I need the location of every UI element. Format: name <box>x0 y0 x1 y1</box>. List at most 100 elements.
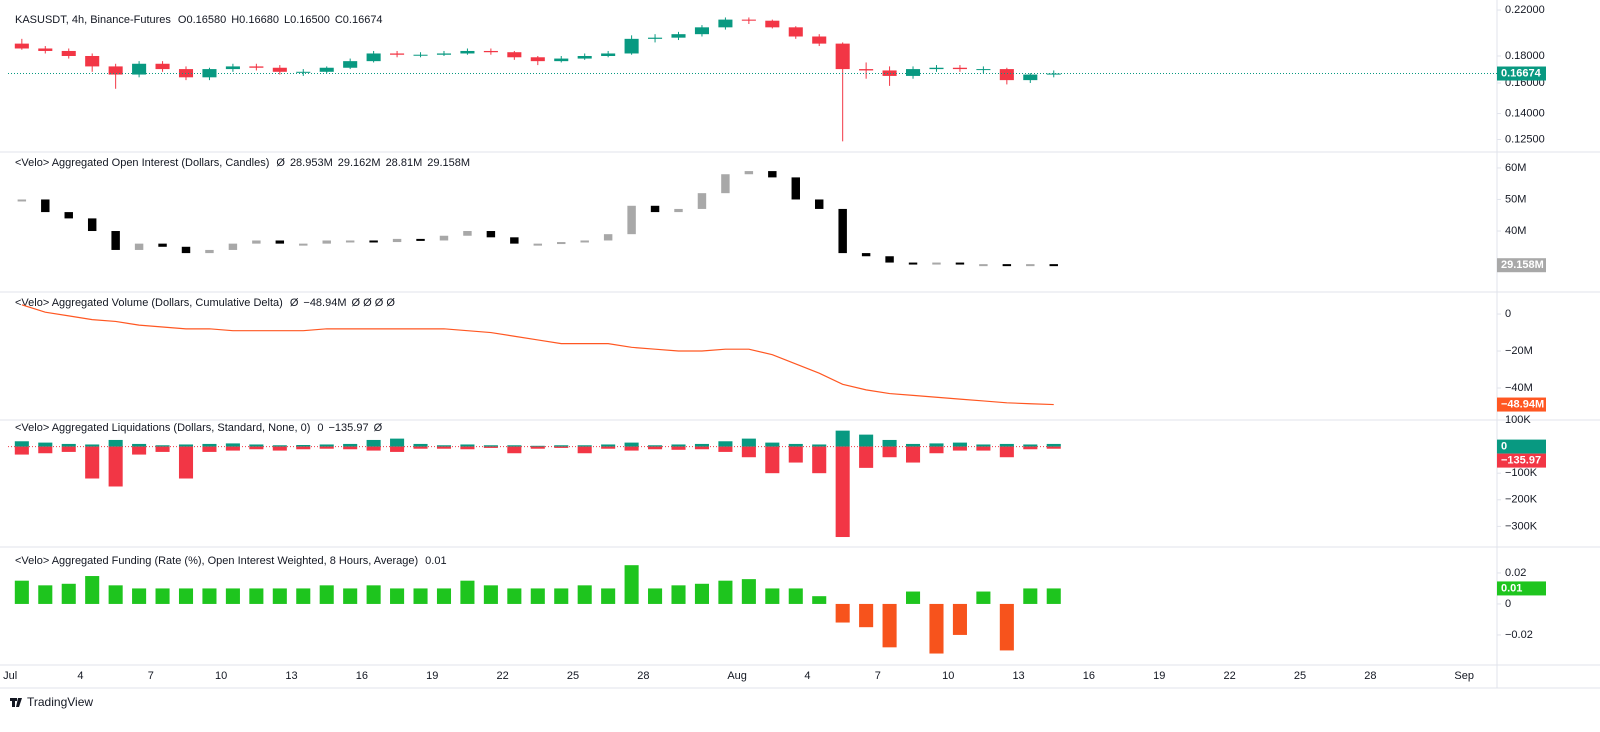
candle-body <box>390 53 405 55</box>
y-tick-label: 50M <box>1505 193 1526 205</box>
bar <box>952 446 967 451</box>
x-tick-label: 10 <box>215 670 227 682</box>
bar <box>202 443 217 447</box>
candle-body <box>788 27 803 37</box>
bar <box>436 445 452 447</box>
bar <box>460 580 475 604</box>
legend-value: 28.81M <box>386 157 423 169</box>
y-tick-label: −40M <box>1505 382 1533 394</box>
pane: <Velo> Aggregated Volume (Dollars, Cumul… <box>15 297 1546 412</box>
bar <box>413 446 428 449</box>
bar <box>14 446 29 455</box>
candle-body <box>413 54 428 56</box>
oi-candle <box>416 238 425 241</box>
candle-body <box>765 20 780 28</box>
oi-candle <box>41 199 50 213</box>
candle-body <box>61 50 76 56</box>
bar <box>530 445 545 447</box>
bar <box>765 588 780 604</box>
legend-value: Ø <box>276 157 285 169</box>
candle-body <box>976 69 991 71</box>
candle-body <box>132 63 147 75</box>
oi-candle <box>908 262 918 265</box>
bar <box>108 585 123 604</box>
oi-candle <box>885 256 894 263</box>
pane: KASUSDT, 4h, Binance-Futures O0.16580 H0.1… <box>8 4 1546 145</box>
oi-candle <box>322 240 331 244</box>
oi-candle <box>275 240 285 244</box>
bar <box>765 442 780 447</box>
oi-candle <box>979 264 988 267</box>
candle-body <box>436 53 452 55</box>
bar <box>202 588 217 604</box>
candle-body <box>178 69 194 78</box>
candle-body <box>835 43 850 70</box>
oi-candle <box>861 253 871 257</box>
bar <box>1046 446 1061 449</box>
pane-title: <Velo> Aggregated Volume (Dollars, Cumul… <box>15 297 283 309</box>
oi-candle <box>674 208 683 213</box>
bar <box>694 443 709 447</box>
oi-candle <box>463 231 472 236</box>
pane: <Velo> Aggregated Open Interest (Dollars… <box>15 157 1546 273</box>
bar <box>61 446 76 452</box>
bar <box>390 588 405 604</box>
oi-candle <box>932 262 941 265</box>
last-value-box <box>1497 581 1546 596</box>
x-tick-label: 28 <box>637 670 649 682</box>
candle-body <box>366 53 381 62</box>
candle-body <box>741 19 756 21</box>
bar <box>741 438 756 447</box>
y-tick-label: 0.02 <box>1505 567 1526 579</box>
bar <box>976 446 991 451</box>
candle-body <box>671 34 686 38</box>
bar <box>741 579 756 604</box>
bar <box>624 442 639 447</box>
bar <box>483 446 498 448</box>
bar <box>905 591 921 604</box>
y-tick-label: 0.12500 <box>1505 133 1545 145</box>
legend-value: C0.16674 <box>335 14 383 26</box>
bar <box>905 446 921 463</box>
oi-candle <box>439 235 449 241</box>
bar <box>718 580 733 604</box>
oi-candle <box>1049 264 1058 267</box>
bar <box>38 446 53 454</box>
bar <box>343 443 358 447</box>
bar <box>530 446 545 449</box>
bar <box>788 446 803 463</box>
x-tick-label: 28 <box>1364 670 1376 682</box>
candle-body <box>38 48 53 51</box>
bar <box>366 585 381 604</box>
candle-body <box>1046 73 1061 75</box>
bar <box>225 446 240 451</box>
y-tick-label: −300K <box>1505 520 1538 532</box>
y-tick-label: 0.18000 <box>1505 50 1545 62</box>
bar <box>741 446 756 458</box>
bar <box>296 445 311 447</box>
legend-value: Ø <box>374 422 383 434</box>
candle-body <box>460 50 475 54</box>
candle-body <box>624 38 639 54</box>
bar <box>624 446 639 451</box>
bar <box>648 445 663 447</box>
bar <box>108 446 123 487</box>
bar <box>835 446 850 538</box>
candle-body <box>554 58 569 62</box>
candle-body <box>319 67 334 72</box>
oi-candle <box>181 246 191 254</box>
oi-candle <box>510 237 519 244</box>
x-tick-label: 16 <box>356 670 368 682</box>
x-tick-label: Jul <box>3 670 17 682</box>
oi-candle <box>815 199 824 209</box>
bar <box>507 445 522 447</box>
oi-candle <box>1002 264 1012 267</box>
bar <box>343 588 358 604</box>
bar <box>507 446 522 454</box>
bar <box>483 445 498 447</box>
bar <box>366 446 381 451</box>
bar <box>929 443 944 447</box>
oi-candle <box>392 238 402 243</box>
y-tick-label: −0.02 <box>1505 629 1533 641</box>
oi-candle <box>721 174 730 194</box>
